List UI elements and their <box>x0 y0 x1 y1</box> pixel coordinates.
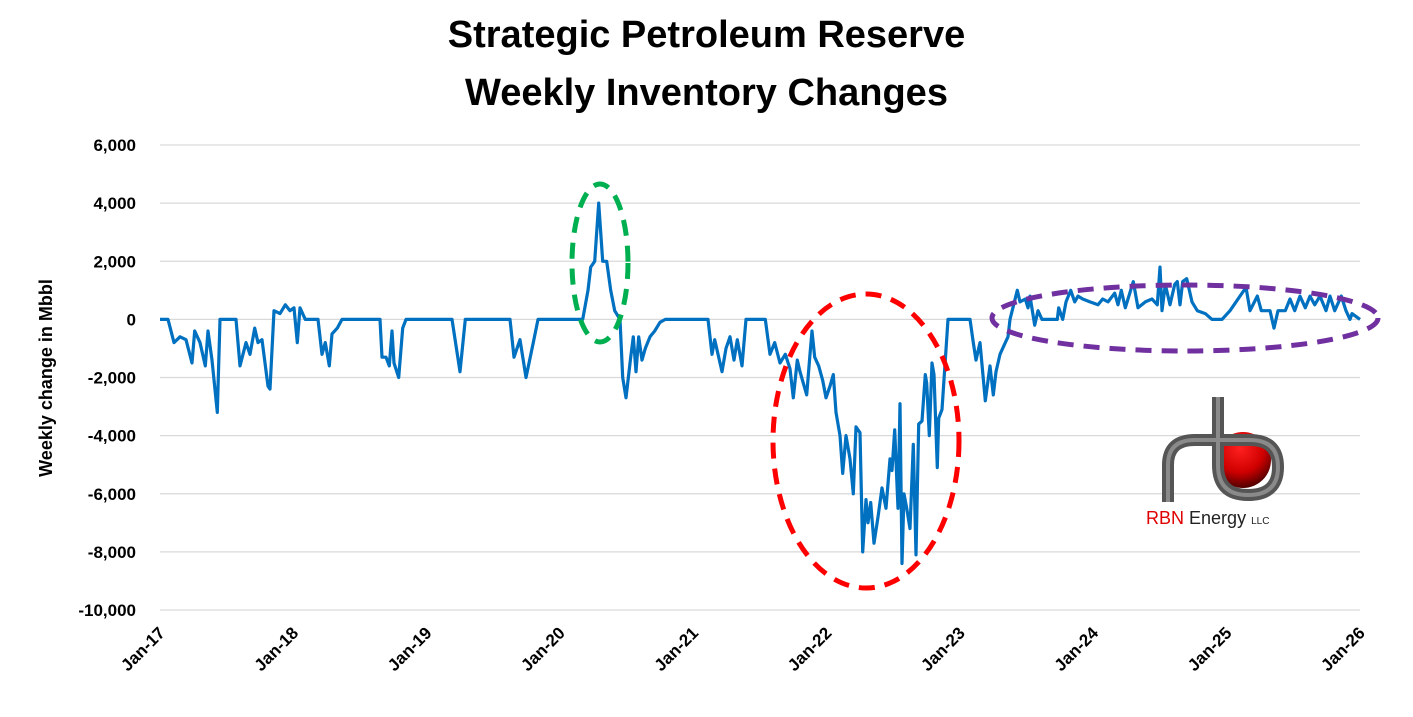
series-group <box>160 201 1361 566</box>
rbn-energy-logo-text: RBN Energy LLC <box>1146 508 1269 529</box>
y-tick-label: -10,000 <box>78 601 136 620</box>
rbn-logo-icon <box>1162 397 1284 502</box>
y-tick-label: 6,000 <box>93 136 136 155</box>
annotation-ellipse <box>569 181 631 345</box>
y-tick-label: -2,000 <box>88 369 136 388</box>
y-tick-label: 0 <box>127 310 136 329</box>
annotation-ellipse <box>770 291 962 591</box>
y-tick-label: -4,000 <box>88 427 136 446</box>
x-tick-label: Jan-21 <box>651 623 703 675</box>
y-tick-label: 4,000 <box>93 194 136 213</box>
annotation-ellipse <box>989 282 1381 354</box>
series-line <box>160 201 1361 566</box>
chart-title-line-1: Strategic Petroleum Reserve <box>447 14 966 56</box>
y-tick-label: -6,000 <box>88 485 136 504</box>
x-tick-label: Jan-19 <box>384 623 436 675</box>
x-tick-label: Jan-23 <box>917 623 969 675</box>
x-tick-label: Jan-22 <box>784 623 836 675</box>
x-tick-label: Jan-25 <box>1184 623 1236 675</box>
y-tick-label: -8,000 <box>88 543 136 562</box>
logo-suffix: LLC <box>1251 516 1270 527</box>
x-tick-label: Jan-24 <box>1051 623 1103 675</box>
x-tick-label: Jan-26 <box>1317 623 1369 675</box>
x-tick-label: Jan-20 <box>517 623 569 675</box>
x-axis-ticks: Jan-17 Jan-18 Jan-19 Jan-20 Jan-21 Jan-22 Jan-… <box>117 623 1369 675</box>
y-axis-label: Weekly change in Mbbl <box>36 279 56 477</box>
logo-brand-rbn: RBN <box>1146 508 1185 528</box>
y-axis-ticks: 6,000 4,000 2,000 0 -2,000 -4,000 -6,000 -8,000… <box>78 136 136 620</box>
logo-brand-energy: Energy <box>1189 508 1247 528</box>
x-tick-label: Jan-18 <box>251 623 303 675</box>
annotations <box>569 181 1381 591</box>
chart-title-line-2: Weekly Inventory Changes <box>465 72 948 114</box>
x-tick-label: Jan-17 <box>117 623 169 675</box>
gridlines <box>160 144 1360 611</box>
y-tick-label: 2,000 <box>93 252 136 271</box>
